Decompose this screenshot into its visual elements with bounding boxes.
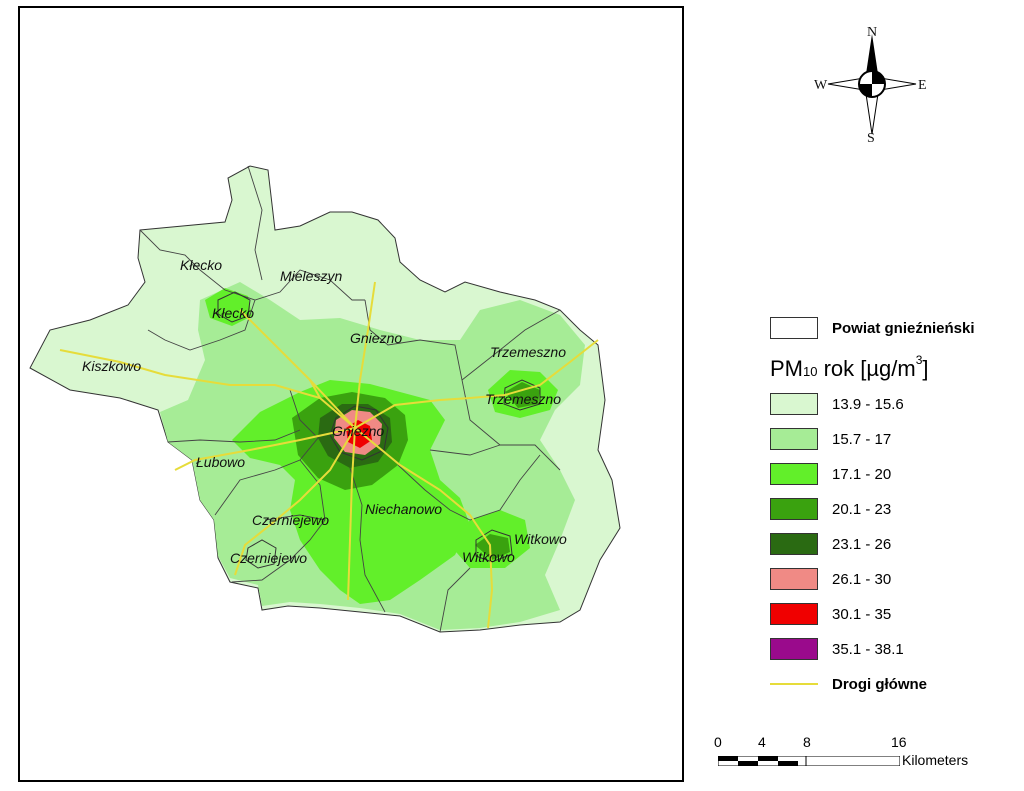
legend-class-swatch [770, 463, 818, 485]
legend-class-label: 26.1 - 30 [832, 570, 892, 588]
commune-boundaries [139, 165, 561, 633]
legend-boundary-row: Powiat gnieźnieński [770, 316, 975, 340]
scale-tick-16: 16 [891, 734, 907, 750]
legend-pm-title: PM10 rok [µg/m3] [770, 353, 929, 381]
scale-tick-4: 4 [758, 734, 766, 750]
legend-class-swatch [770, 603, 818, 625]
legend-class-row: 35.1 - 38.1 [770, 637, 904, 661]
main-roads [59, 281, 599, 629]
legend-class-label: 23.1 - 26 [832, 535, 892, 553]
compass-e-label: E [918, 78, 927, 93]
legend-class-label: 20.1 - 23 [832, 500, 892, 518]
map-canvas: Kłecko Kłecko Mieleszyn Gniezno Gniezno … [29, 165, 621, 633]
legend-class-swatch [770, 638, 818, 660]
pm-zone-klecko [205, 288, 252, 326]
place-label-witkowo-town: Witkowo [462, 549, 515, 565]
scale-bar: 0 4 8 16 Kilometers [714, 734, 1014, 774]
legend-roads-label: Drogi główne [832, 675, 927, 693]
place-label-trzemeszno-town: Trzemeszno [485, 391, 561, 407]
place-label-trzemeszno-commune: Trzemeszno [490, 344, 566, 360]
legend-class-swatch [770, 428, 818, 450]
legend-class-row: 13.9 - 15.6 [770, 392, 904, 416]
legend-boundary-swatch [770, 317, 818, 339]
place-label-niechanowo: Niechanowo [365, 501, 442, 517]
legend-class-row: 26.1 - 30 [770, 567, 891, 591]
legend-class-row: 23.1 - 26 [770, 532, 891, 556]
legend-class-swatch [770, 393, 818, 415]
pm-zone-witkowo-core [475, 534, 510, 560]
place-label-czerniejewo-commune: Czerniejewo [252, 512, 329, 528]
place-label-kiszkowo: Kiszkowo [82, 358, 141, 374]
place-label-czerniejewo-town: Czerniejewo [230, 550, 307, 566]
scale-unit-label: Kilometers [902, 752, 969, 768]
compass-s-label: S [867, 131, 875, 146]
scale-tick-0: 0 [714, 734, 722, 750]
compass-w-label: W [814, 78, 828, 93]
scale-bar-graphic [718, 756, 900, 766]
legend-class-label: 13.9 - 15.6 [832, 395, 904, 413]
compass-rose: N S W E [814, 25, 927, 146]
legend-class-swatch [770, 498, 818, 520]
legend-roads-line [770, 683, 818, 685]
place-label-mieleszyn: Mieleszyn [280, 268, 342, 284]
town-outlines [217, 291, 541, 569]
legend-class-label: 35.1 - 38.1 [832, 640, 904, 658]
place-label-klecko-commune: Kłecko [180, 257, 222, 273]
compass-north-arrow [866, 34, 878, 82]
legend-class-row: 20.1 - 23 [770, 497, 891, 521]
place-label-gniezno-commune: Gniezno [350, 330, 402, 346]
place-label-klecko-town: Kłecko [212, 305, 254, 321]
compass-n-label: N [867, 25, 877, 40]
legend-boundary-label: Powiat gnieźnieński [832, 319, 975, 337]
legend-class-row: 17.1 - 20 [770, 462, 891, 486]
legend-class-swatch [770, 568, 818, 590]
legend-roads-row: Drogi główne [770, 672, 927, 696]
legend-class-label: 17.1 - 20 [832, 465, 892, 483]
legend-class-row: 15.7 - 17 [770, 427, 891, 451]
scale-tick-8: 8 [803, 734, 811, 750]
place-label-lubowo: Łubowo [196, 454, 245, 470]
legend-class-row: 30.1 - 35 [770, 602, 891, 626]
legend-class-label: 15.7 - 17 [832, 430, 892, 448]
legend-class-label: 30.1 - 35 [832, 605, 892, 623]
place-label-witkowo-commune: Witkowo [514, 531, 567, 547]
legend-class-swatch [770, 533, 818, 555]
place-label-gniezno-city: Gniezno [332, 423, 384, 439]
